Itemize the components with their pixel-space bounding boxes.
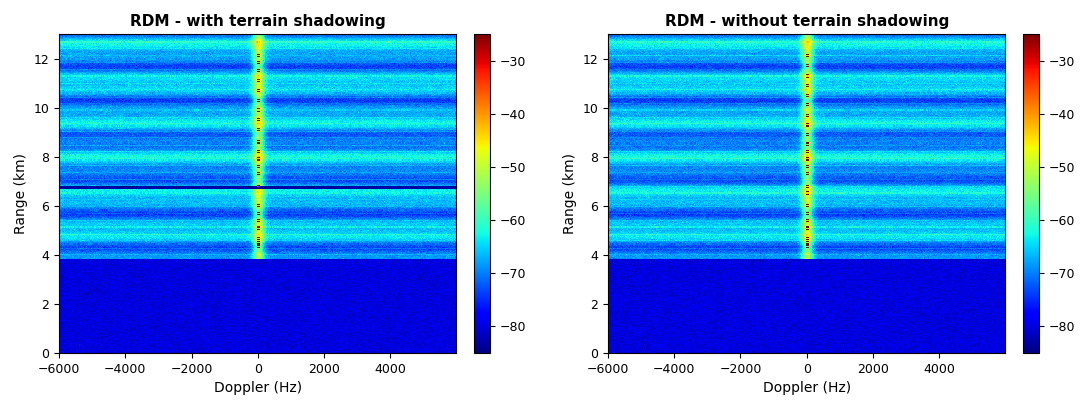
- X-axis label: Doppler (Hz): Doppler (Hz): [214, 381, 302, 395]
- X-axis label: Doppler (Hz): Doppler (Hz): [763, 381, 851, 395]
- Y-axis label: Range (km): Range (km): [14, 153, 28, 234]
- Title: RDM - with terrain shadowing: RDM - with terrain shadowing: [130, 14, 385, 29]
- Title: RDM - without terrain shadowing: RDM - without terrain shadowing: [664, 14, 949, 29]
- Y-axis label: Range (km): Range (km): [563, 153, 577, 234]
